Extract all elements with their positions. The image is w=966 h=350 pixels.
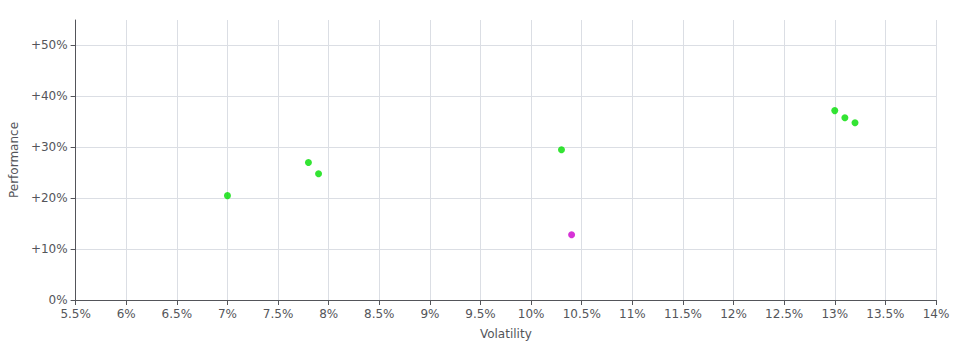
svg-text:0%: 0%: [49, 293, 68, 307]
svg-text:7.5%: 7.5%: [263, 307, 294, 321]
svg-text:9.5%: 9.5%: [465, 307, 496, 321]
svg-text:7%: 7%: [218, 307, 237, 321]
svg-text:6.5%: 6.5%: [162, 307, 193, 321]
svg-text:Performance: Performance: [7, 122, 21, 198]
svg-text:+10%: +10%: [31, 242, 68, 256]
svg-text:14%: 14%: [923, 307, 950, 321]
svg-text:11.5%: 11.5%: [664, 307, 702, 321]
svg-text:5.5%: 5.5%: [60, 307, 91, 321]
svg-text:8.5%: 8.5%: [364, 307, 395, 321]
svg-text:10%: 10%: [518, 307, 545, 321]
svg-text:+40%: +40%: [31, 89, 68, 103]
svg-text:13.5%: 13.5%: [866, 307, 904, 321]
svg-text:8%: 8%: [319, 307, 338, 321]
svg-text:Volatility: Volatility: [480, 327, 532, 341]
svg-text:12.5%: 12.5%: [765, 307, 803, 321]
svg-text:6%: 6%: [117, 307, 136, 321]
svg-text:+50%: +50%: [31, 38, 68, 52]
svg-text:9%: 9%: [420, 307, 439, 321]
svg-text:+30%: +30%: [31, 140, 68, 154]
svg-text:12%: 12%: [720, 307, 747, 321]
svg-text:10.5%: 10.5%: [563, 307, 601, 321]
svg-text:11%: 11%: [619, 307, 646, 321]
svg-text:+20%: +20%: [31, 191, 68, 205]
svg-text:13%: 13%: [821, 307, 848, 321]
